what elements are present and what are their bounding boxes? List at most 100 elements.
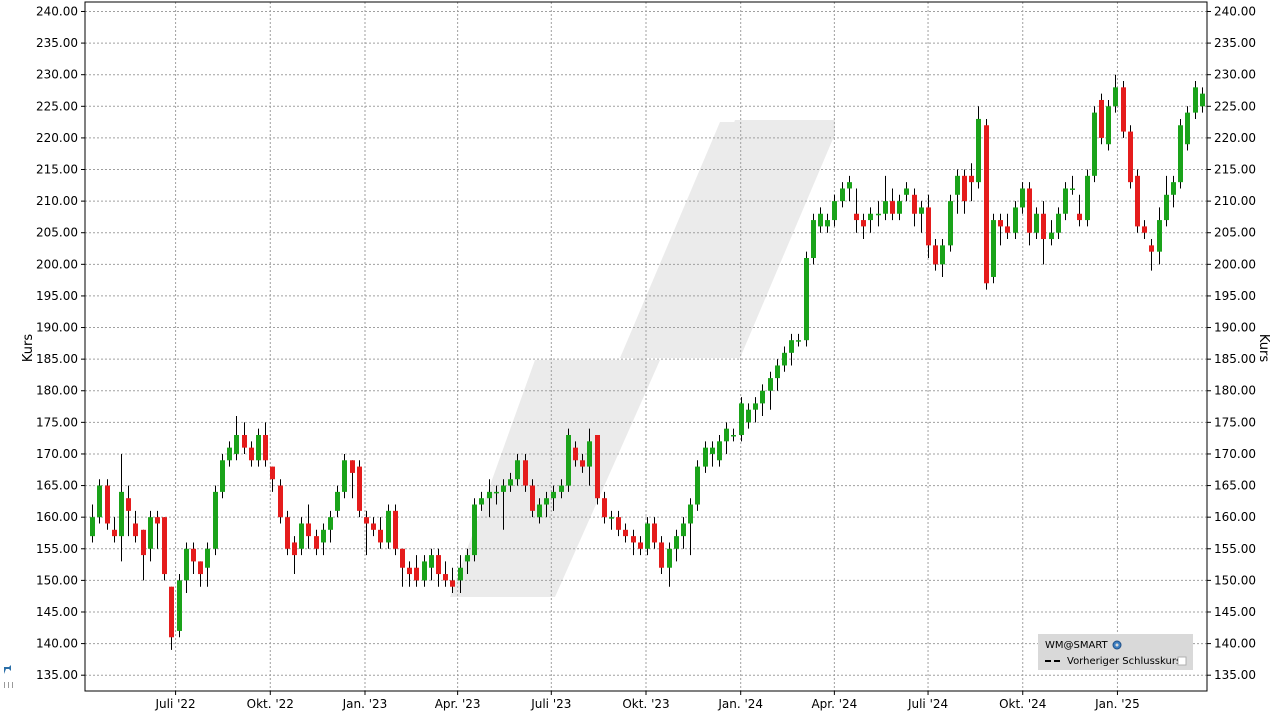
candle-body-up: [1164, 194, 1169, 221]
candle-body-down: [443, 574, 448, 581]
y-tick-label-right: 135.00: [1214, 668, 1256, 682]
y-axis-title-left: Kurs: [21, 334, 36, 362]
candle-body-up: [724, 428, 729, 442]
candle-body-up: [940, 245, 945, 265]
candle: [364, 510, 369, 556]
candle-body-up: [948, 201, 953, 246]
candle: [487, 479, 492, 518]
candle-body-up: [544, 498, 549, 505]
candle: [717, 434, 722, 467]
candle: [753, 397, 758, 423]
y-tick-label-right: 240.00: [1214, 4, 1256, 18]
candle: [544, 491, 549, 518]
y-tick-label-right: 140.00: [1214, 637, 1256, 651]
candle: [854, 188, 859, 233]
candle-body-down: [169, 586, 174, 638]
candle-body-up: [458, 567, 463, 581]
y-tick-label-right: 195.00: [1214, 289, 1256, 303]
candle-body-up: [818, 213, 823, 227]
candle-body-up: [811, 220, 816, 259]
candle: [1085, 169, 1090, 227]
y-tick-label-left: 225.00: [36, 99, 78, 113]
candle: [933, 239, 938, 271]
grid-lines: [85, 2, 1207, 691]
candle: [768, 371, 773, 410]
candle-body-up: [1092, 112, 1097, 176]
candle: [1178, 118, 1183, 189]
candle-body-up: [1034, 213, 1039, 233]
candle: [631, 529, 636, 556]
candle-body-down: [638, 542, 643, 549]
candle-body-down: [314, 536, 319, 549]
candle-body-down: [530, 485, 535, 511]
candle-body-up: [479, 498, 484, 505]
candle-body-up: [768, 378, 773, 391]
candle: [616, 510, 621, 537]
candle: [458, 555, 463, 594]
candle-body-down: [155, 517, 160, 524]
candle: [227, 441, 232, 467]
candle: [436, 548, 441, 587]
candle-body-up: [717, 441, 722, 461]
candle-body-up: [804, 258, 809, 341]
candle: [847, 175, 852, 202]
candle-body-up: [537, 504, 542, 518]
candle: [501, 479, 506, 530]
candle: [804, 251, 809, 347]
candle: [638, 536, 643, 556]
candle-body-up: [184, 548, 189, 581]
candle-body-down: [1077, 213, 1082, 221]
y-tick-label-left: 140.00: [36, 637, 78, 651]
candle: [1171, 175, 1176, 208]
candle-body-down: [595, 434, 600, 499]
candle: [249, 441, 254, 467]
candle: [494, 485, 499, 505]
candle: [861, 213, 866, 240]
y-tick-label-left: 150.00: [36, 573, 78, 587]
candle: [876, 201, 881, 227]
candle: [580, 453, 585, 473]
candle: [306, 504, 311, 549]
candle-body-up: [90, 517, 95, 537]
candle-body-up: [674, 536, 679, 549]
candle: [688, 498, 693, 556]
candle: [595, 434, 600, 505]
candle-body-up: [825, 220, 830, 227]
candle: [746, 403, 751, 429]
candle-body-up: [876, 213, 881, 216]
candle: [263, 422, 268, 467]
y-tick-label-right: 215.00: [1214, 163, 1256, 177]
candle-body-down: [1041, 213, 1046, 240]
candle: [890, 188, 895, 221]
candle: [1149, 239, 1154, 271]
legend: WM@SMART Vorheriger Schlusskurs: [1038, 634, 1193, 670]
candle-body-up: [667, 548, 672, 568]
candle: [775, 359, 780, 391]
candle-body-up: [796, 340, 801, 342]
candle: [105, 479, 110, 530]
candle-body-down: [292, 542, 297, 556]
gear-icon[interactable]: [1112, 640, 1122, 650]
candle-body-up: [904, 188, 909, 195]
pin-icon[interactable]: [4, 665, 13, 688]
candle: [1157, 207, 1162, 265]
candle: [450, 567, 455, 594]
legend-prev-close-toggle[interactable]: [1177, 656, 1187, 666]
candle: [292, 536, 297, 575]
candle-body-up: [321, 529, 326, 543]
candle-body-down: [1121, 87, 1126, 132]
candle: [357, 460, 362, 518]
candle-body-up: [1157, 220, 1162, 252]
candle-body-up: [487, 491, 492, 499]
x-tick-label: Okt. '23: [622, 697, 669, 711]
candle: [443, 561, 448, 587]
y-tick-label-left: 190.00: [36, 321, 78, 335]
candle: [465, 548, 470, 575]
candle: [998, 213, 1003, 246]
candle-body-up: [119, 491, 124, 537]
candle-body-up: [703, 447, 708, 467]
candle-body-down: [926, 207, 931, 246]
candle-body-up: [465, 555, 470, 562]
candle-body-up: [739, 403, 744, 435]
candle: [940, 239, 945, 277]
